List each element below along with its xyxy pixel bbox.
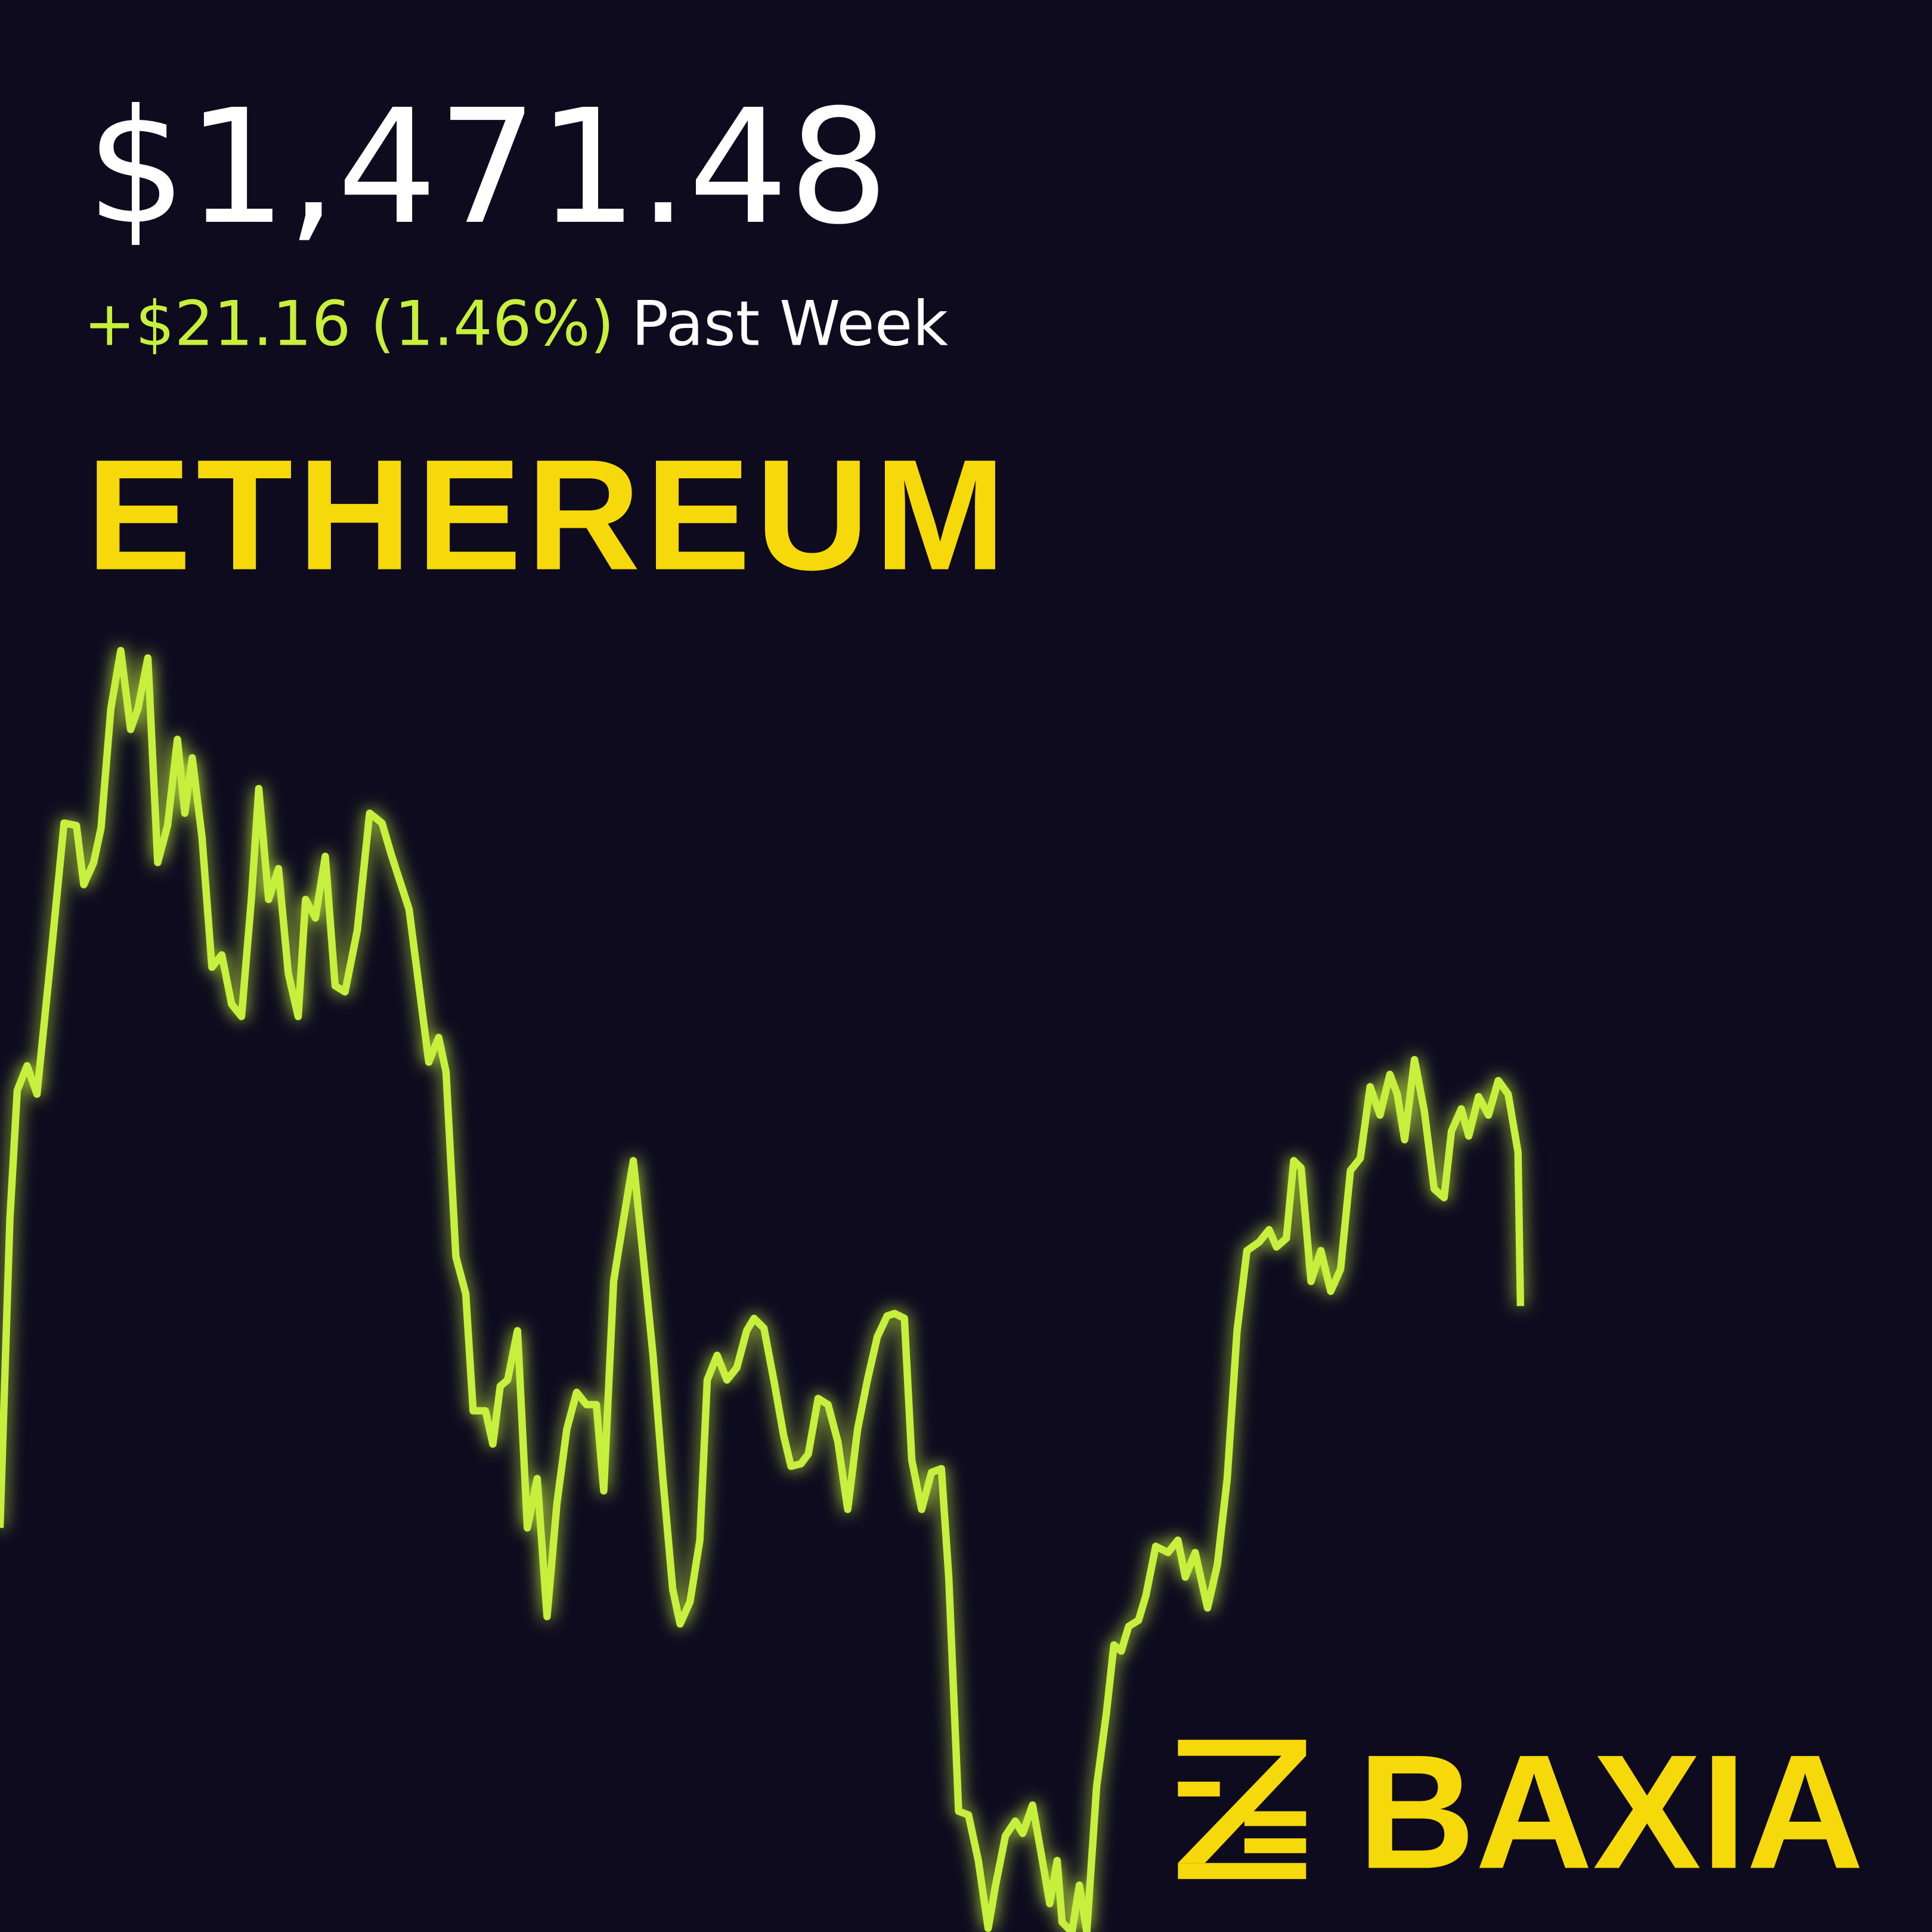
- logo-bar: [1178, 1739, 1306, 1756]
- logo-bar: [1244, 1838, 1306, 1853]
- title: ETHEREUM: [86, 428, 1011, 603]
- period: Past Week: [631, 289, 948, 360]
- price: $1,471.48: [86, 76, 889, 259]
- change: +$21.16 (1.46%): [84, 289, 615, 360]
- brand-logo: [1178, 1739, 1306, 1880]
- price-line: [0, 646, 1525, 1932]
- logo-bar: [1178, 1863, 1306, 1880]
- logo-bar: [1178, 1781, 1220, 1797]
- brand-name: BAXIA: [1358, 1721, 1864, 1903]
- change-line: +$21.16 (1.46%) Past Week: [84, 289, 949, 360]
- logo-diagonal: [1178, 1755, 1306, 1863]
- logo-bar: [1244, 1811, 1306, 1826]
